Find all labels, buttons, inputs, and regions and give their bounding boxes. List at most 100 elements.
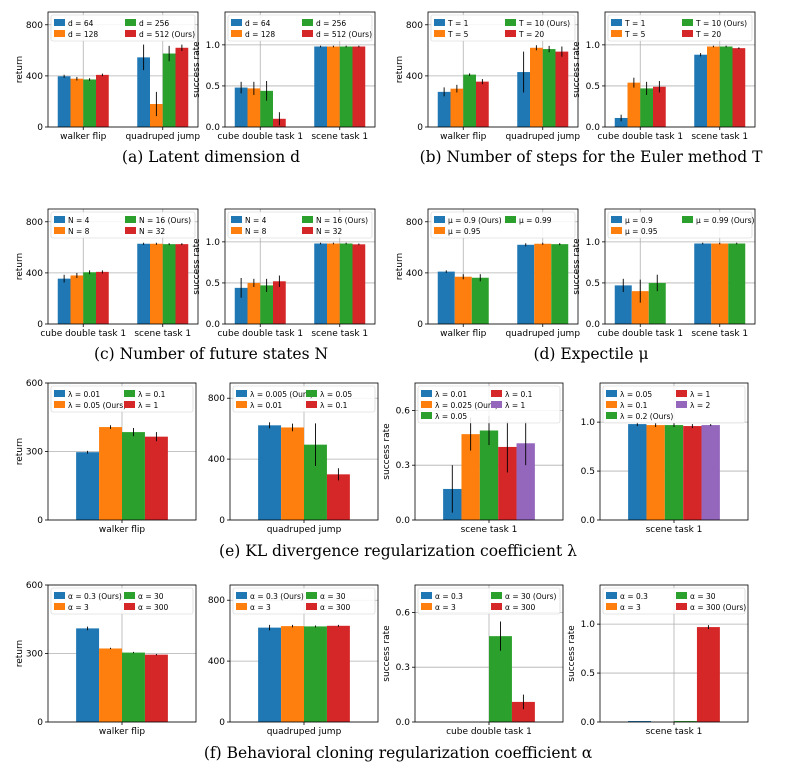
bar (327, 243, 340, 324)
bar (511, 701, 535, 722)
legend-label: N = 32 (316, 227, 342, 236)
legend-label: λ = 0.1 (138, 390, 166, 399)
bar (83, 79, 96, 127)
legend-box (50, 587, 194, 615)
legend-swatch (611, 19, 622, 26)
y-tick-label: 0 (37, 320, 43, 330)
legend-label: μ = 0.95 (625, 227, 658, 236)
bar (339, 46, 353, 127)
legend-swatch (124, 390, 135, 397)
y-tick-label: 600 (26, 379, 43, 389)
legend-swatch (611, 30, 622, 37)
legend-swatch (682, 19, 693, 26)
legend-swatch (606, 412, 617, 419)
x-tick-label: scene task 1 (691, 132, 748, 142)
legend-box (602, 587, 746, 615)
legend-label: λ = 0.025 (Ours) (435, 401, 498, 410)
axes-frame (229, 382, 379, 521)
x-tick-label: scene task 1 (646, 727, 703, 737)
bar (517, 72, 530, 127)
bar (326, 625, 350, 722)
y-tick-label: 0.0 (586, 320, 601, 330)
legend-box (50, 385, 194, 413)
legend-label: λ = 1 (505, 401, 525, 410)
x-tick-label: scene task 1 (134, 329, 191, 339)
legend-swatch (54, 227, 65, 234)
y-tick-label: 0.5 (206, 82, 220, 92)
y-tick-label: 1.0 (586, 238, 601, 248)
y-tick-label: 400 (26, 72, 43, 82)
legend-swatch (236, 390, 247, 397)
legend-label: d = 512 (Ours) (139, 30, 195, 39)
chart-panel-f-4: 0.0 0.5 1.0 scene task 1 success rate α = 0.3… (567, 584, 749, 737)
y-tick-label: 0.3 (396, 663, 410, 673)
chart-panel-f-2: 0 400 800 quadruped jump α = 0.3 (Ours) α = 3… (208, 584, 379, 737)
legend-swatch (302, 19, 313, 26)
legend-swatch (611, 227, 622, 234)
bar (260, 90, 273, 127)
bar (694, 54, 707, 127)
legend-label: α = 0.3 (Ours) (250, 592, 304, 601)
legend-label: N = 8 (245, 227, 267, 236)
y-tick-label: 1.0 (206, 238, 221, 248)
legend-swatch (682, 216, 693, 223)
legend-label: μ = 0.99 (519, 216, 552, 225)
legend-label: d = 256 (316, 19, 346, 28)
bar (99, 427, 122, 520)
legend: μ = 0.9 (Ours) μ = 0.95 μ = 0.99 (430, 211, 576, 239)
bar (150, 243, 163, 324)
legend-swatch (434, 19, 445, 26)
y-tick-label: 800 (406, 21, 423, 31)
bar (471, 277, 489, 324)
bar (273, 281, 286, 324)
legend-swatch (505, 216, 516, 223)
chart-panel-c-left: 0 400 800 cube double task 1 scene task 1 ret… (15, 208, 199, 339)
bar (234, 287, 248, 324)
axes-frame (47, 11, 199, 128)
bar (314, 243, 327, 324)
legend-label: T = 10 (Ours) (695, 19, 747, 28)
legend-swatch (682, 30, 693, 37)
bar (99, 648, 122, 722)
legend-swatch (611, 216, 622, 223)
bar (489, 636, 512, 722)
legend-label: α = 0.3 (435, 592, 463, 601)
legend-label: α = 0.3 (Ours) (68, 592, 122, 601)
legend-label: d = 128 (245, 30, 275, 39)
axes-frame (47, 584, 197, 723)
x-tick-label: quadruped jump (505, 132, 580, 142)
bar (463, 74, 476, 127)
bar (352, 46, 366, 127)
y-tick-label: 0.0 (581, 718, 596, 728)
y-tick-label: 1.0 (581, 418, 596, 428)
legend-box (50, 211, 196, 239)
legend-label: α = 0.3 (620, 592, 648, 601)
x-tick-label: walker flip (60, 132, 107, 142)
y-tick-label: 800 (208, 596, 225, 606)
y-tick-label: 400 (208, 657, 225, 667)
legend-label: T = 10 (Ours) (518, 19, 570, 28)
bar (542, 49, 556, 127)
legend-label: α = 300 (Ours) (690, 603, 746, 612)
legend-swatch (54, 216, 65, 223)
legend-label: α = 30 (Ours) (505, 592, 556, 601)
bar (76, 628, 100, 722)
x-tick-label: cube double task 1 (597, 329, 683, 339)
legend: α = 0.3 (Ours) α = 3 α = 30 α = 300 (232, 587, 376, 615)
bar (234, 87, 248, 127)
y-tick-label: 0 (37, 516, 43, 526)
bar (517, 244, 535, 324)
legend-label: λ = 0.01 (68, 390, 100, 399)
bar (96, 74, 109, 127)
y-axis-label: return (395, 253, 405, 281)
y-tick-label: 1.0 (206, 41, 221, 51)
legend-swatch (54, 30, 65, 37)
y-tick-label: 300 (26, 448, 43, 458)
bar (450, 88, 464, 127)
legend-swatch (421, 412, 432, 419)
legend-swatch (606, 401, 617, 408)
y-tick-label: 400 (26, 269, 43, 279)
bar (247, 282, 261, 324)
legend-swatch (54, 390, 65, 397)
